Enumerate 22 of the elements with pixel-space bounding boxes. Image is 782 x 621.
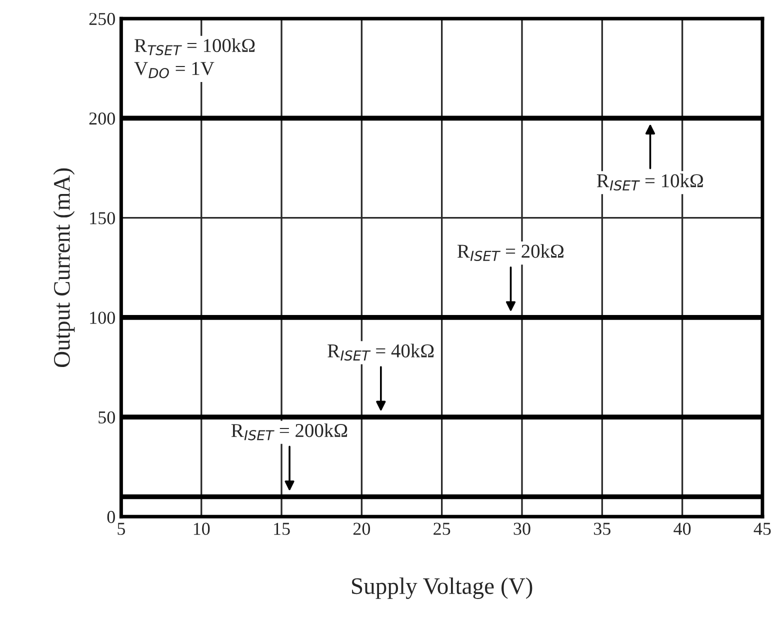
x-tick-label: 10: [194, 522, 210, 535]
y-tick-label: 50: [98, 411, 115, 424]
x-tick-label: 30: [514, 522, 530, 535]
annotation: R$_{ISET}$ = 20kΩ: [457, 244, 564, 262]
annotation: R$_{ISET}$ = 200kΩ: [231, 423, 348, 440]
y-axis-title: Output Current (mA): [53, 168, 75, 368]
annotation: R$_{ISET}$ = 40kΩ: [328, 344, 434, 361]
x-tick-label: 45: [754, 522, 771, 535]
x-tick-label: 5: [118, 522, 126, 535]
y-tick-label: 200: [89, 112, 115, 125]
y-tick-label: 250: [89, 12, 115, 26]
y-tick-label: 0: [107, 510, 115, 524]
x-tick-label: 40: [674, 522, 691, 535]
annotation: R$_{ISET}$ = 10kΩ: [596, 174, 703, 191]
y-tick-label: 150: [90, 212, 115, 224]
text: R$_{TSET}$ = 100kΩ V$_{DO}$ = 1V: [134, 38, 255, 78]
x-tick-label: 35: [594, 522, 610, 535]
x-tick-label: 20: [353, 522, 370, 535]
x-tick-label: 25: [434, 522, 450, 535]
x-tick-label: 15: [274, 522, 290, 535]
y-tick-label: 100: [90, 312, 115, 324]
x-axis-title: Supply Voltage (V): [352, 577, 532, 599]
